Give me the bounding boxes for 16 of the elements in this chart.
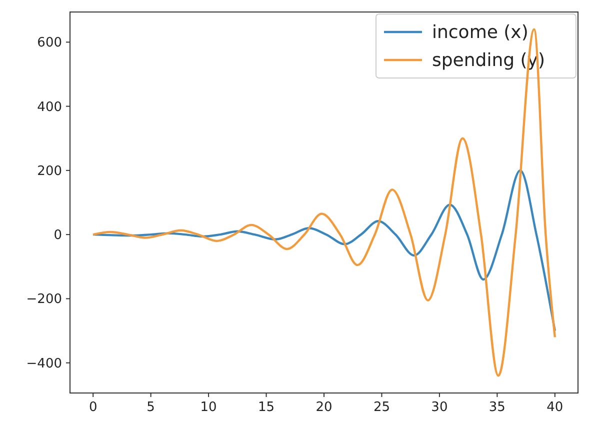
y-tick-label: 0 bbox=[54, 228, 62, 244]
x-tick-label: 15 bbox=[258, 400, 275, 415]
x-tick-label: 20 bbox=[316, 400, 332, 415]
x-tick-label: 35 bbox=[488, 400, 506, 415]
y-tick-label: 200 bbox=[37, 164, 62, 179]
x-tick-label: 5 bbox=[146, 400, 155, 415]
y-tick-label: −400 bbox=[26, 356, 62, 372]
x-tick-label: 25 bbox=[373, 400, 390, 415]
x-tick-label: 30 bbox=[431, 400, 448, 415]
x-tick-label: 10 bbox=[200, 400, 217, 415]
y-tick-label: 600 bbox=[37, 36, 62, 51]
y-tick-label: −200 bbox=[26, 292, 62, 308]
legend-label: income (x) bbox=[432, 22, 528, 43]
x-tick-label: 0 bbox=[88, 400, 98, 415]
x-tick-label: 40 bbox=[546, 400, 564, 415]
y-tick-label: 400 bbox=[37, 100, 62, 115]
